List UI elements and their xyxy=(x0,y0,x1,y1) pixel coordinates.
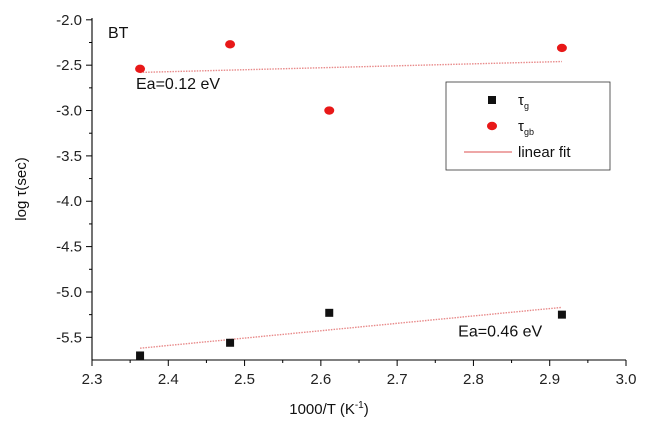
tau-g-point xyxy=(136,351,145,360)
activation-energy-label: Ea=0.46 eV xyxy=(458,323,542,340)
y-tick-label: -4.0 xyxy=(56,193,82,210)
x-axis-title-sup: -1 xyxy=(355,400,364,411)
y-tick-label: -3.5 xyxy=(56,148,82,165)
x-tick-label: 3.0 xyxy=(616,371,637,388)
x-axis-title: 1000/T (K-1) xyxy=(289,400,369,418)
legend-square-marker xyxy=(488,96,496,104)
x-tick-label: 2.3 xyxy=(82,371,103,388)
text-layer: 1000/T (K-1) log τ(sec) BT Ea=0.12 eV Ea=0.4… xyxy=(13,25,543,418)
tau-gb-point xyxy=(324,106,335,115)
legend-tau-sub: g xyxy=(524,101,529,111)
tau-gb-point xyxy=(135,64,146,74)
fit-lines-layer xyxy=(139,60,562,349)
x-tick-label: 2.5 xyxy=(234,371,255,388)
y-axis-title: log τ(sec) xyxy=(13,157,30,220)
legend-label-linear-fit: linear fit xyxy=(518,144,571,161)
x-tick-label: 2.9 xyxy=(539,371,560,388)
x-tick-label: 2.6 xyxy=(310,371,331,388)
y-tick-label: -2.5 xyxy=(56,57,82,74)
y-tick-label: -5.0 xyxy=(56,284,82,301)
tau-g-point xyxy=(325,308,334,317)
legend-tau-symbol: τ xyxy=(518,92,524,109)
legend-label-tau-g: τg xyxy=(518,92,529,111)
legend-box xyxy=(445,81,611,171)
legend-tau-symbol: τ xyxy=(518,118,524,135)
tau-g-point xyxy=(557,310,566,319)
y-tick-label: -2.0 xyxy=(56,12,82,29)
x-tick-label: 2.8 xyxy=(463,371,484,388)
axes-layer: 2.3 2.4 2.5 2.6 2.7 2.8 2.9 3.0 -2.0 -2.5 -3.0 -3.5… xyxy=(56,12,636,388)
legend-label-tau-gb: τgb xyxy=(518,118,534,137)
x-tick-label: 2.7 xyxy=(387,371,408,388)
tau-gb-point xyxy=(225,40,236,49)
x-axis-title-main: 1000/T (K xyxy=(289,401,355,418)
linear-fit-line xyxy=(139,306,562,349)
legend-circle-marker xyxy=(487,121,497,131)
tau-g-point xyxy=(226,338,235,347)
y-tick-label: -4.5 xyxy=(56,239,82,256)
x-tick-label: 2.4 xyxy=(158,371,179,388)
x-axis-title-close: ) xyxy=(364,401,369,418)
points-layer xyxy=(135,40,567,360)
y-tick-label: -5.5 xyxy=(56,329,82,346)
linear-fit-line xyxy=(140,60,562,74)
y-tick-label: -3.0 xyxy=(56,103,82,120)
legend-tau-sub: gb xyxy=(524,127,534,137)
activation-energy-label: Ea=0.12 eV xyxy=(136,76,220,93)
panel-label: BT xyxy=(108,25,129,42)
tau-gb-point xyxy=(556,43,567,53)
